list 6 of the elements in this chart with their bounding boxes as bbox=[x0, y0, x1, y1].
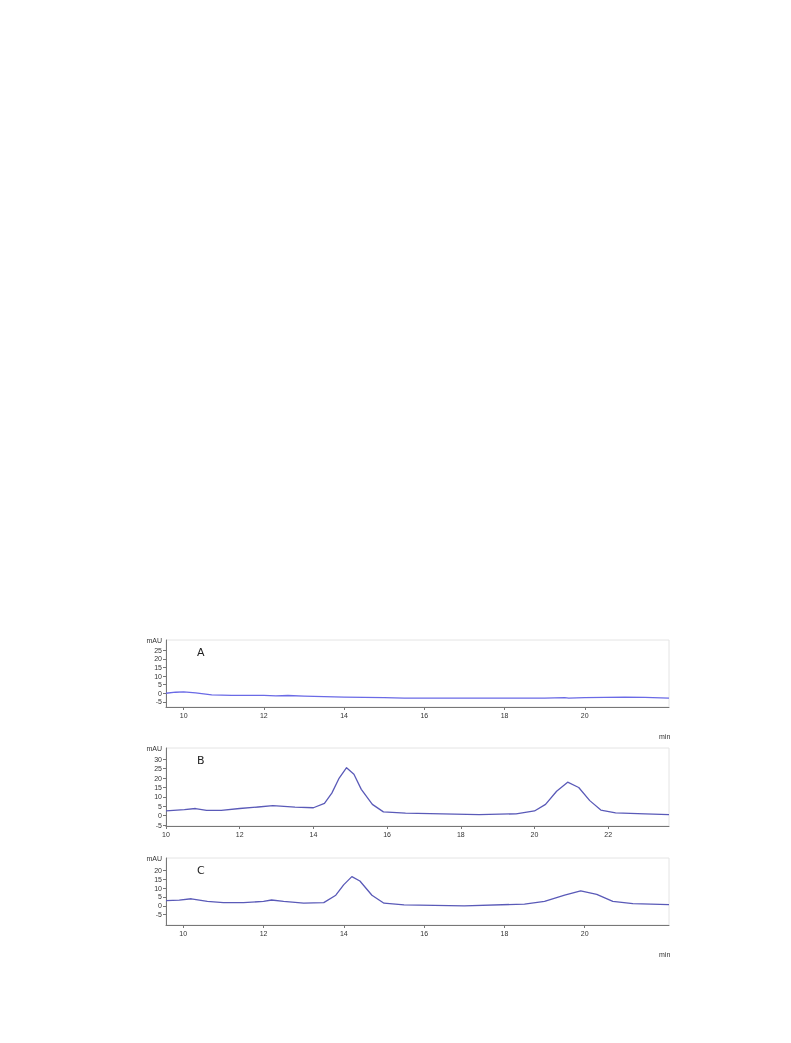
text: C bbox=[197, 864, 205, 877]
text: A bbox=[197, 646, 205, 659]
line-series bbox=[165, 691, 670, 699]
line-series bbox=[165, 875, 670, 907]
text: B bbox=[197, 754, 205, 767]
line-series bbox=[165, 767, 670, 816]
